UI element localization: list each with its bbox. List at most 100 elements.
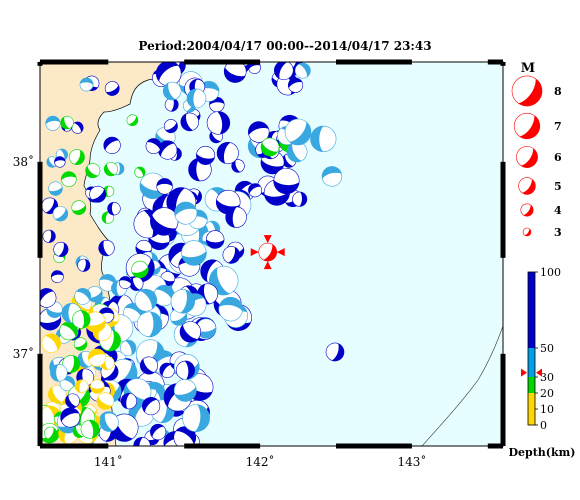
focal-mechanism[interactable] bbox=[151, 56, 186, 91]
focal-mechanism[interactable] bbox=[280, 114, 317, 151]
magnitude-legend-ball[interactable] bbox=[509, 108, 545, 144]
focal-mechanism[interactable] bbox=[206, 110, 231, 135]
focal-mechanism[interactable] bbox=[63, 391, 83, 411]
focal-mechanism[interactable] bbox=[147, 421, 169, 443]
focal-mechanism[interactable] bbox=[70, 199, 88, 217]
focal-mechanism[interactable] bbox=[80, 419, 101, 440]
focal-mechanism[interactable] bbox=[143, 136, 164, 157]
focal-mechanism[interactable] bbox=[90, 379, 105, 394]
focal-mechanism[interactable] bbox=[139, 394, 164, 419]
focal-mechanism[interactable] bbox=[45, 115, 62, 132]
focal-mechanism[interactable] bbox=[38, 330, 64, 356]
focal-mechanism[interactable] bbox=[97, 238, 117, 258]
focal-mechanism[interactable] bbox=[171, 376, 199, 404]
focal-mechanism[interactable] bbox=[50, 270, 64, 284]
focal-mechanism[interactable] bbox=[271, 58, 296, 83]
focal-mechanism[interactable] bbox=[220, 244, 242, 266]
focal-mechanism[interactable] bbox=[60, 171, 77, 188]
focal-mechanism[interactable] bbox=[205, 230, 225, 249]
focal-mechanism[interactable] bbox=[217, 295, 245, 323]
magnitude-legend-label: 8 bbox=[554, 85, 562, 98]
focal-mechanism[interactable] bbox=[102, 160, 121, 179]
focal-mechanism[interactable] bbox=[186, 88, 207, 109]
focal-mechanism[interactable] bbox=[42, 425, 59, 442]
focal-mechanism[interactable] bbox=[258, 135, 283, 160]
latitude-tick-label: 38˚ bbox=[13, 154, 34, 169]
focal-mechanism[interactable] bbox=[162, 117, 181, 136]
focal-mechanism[interactable] bbox=[72, 310, 91, 329]
focal-mechanism[interactable] bbox=[125, 112, 141, 128]
magnitude-legend-ball[interactable] bbox=[518, 201, 535, 218]
focal-mechanism[interactable] bbox=[127, 275, 145, 293]
focal-mechanism[interactable] bbox=[94, 389, 117, 412]
focal-mechanism[interactable] bbox=[50, 203, 71, 224]
focal-mechanism[interactable] bbox=[286, 76, 305, 95]
focal-mechanism[interactable] bbox=[246, 119, 272, 145]
focal-mechanism[interactable] bbox=[136, 311, 163, 337]
focal-mechanism[interactable] bbox=[42, 229, 56, 243]
focal-mechanism[interactable] bbox=[215, 140, 241, 166]
focal-mechanism[interactable] bbox=[120, 392, 138, 410]
focal-mechanism[interactable] bbox=[246, 181, 264, 199]
focal-mechanism[interactable] bbox=[137, 353, 161, 377]
focal-mechanism[interactable] bbox=[57, 405, 83, 431]
focal-mechanism[interactable] bbox=[56, 318, 81, 343]
focal-mechanism[interactable] bbox=[145, 203, 183, 241]
focal-mechanism[interactable] bbox=[52, 240, 71, 259]
focal-mechanism[interactable] bbox=[154, 137, 180, 163]
focal-mechanism[interactable] bbox=[160, 79, 183, 102]
longitude-tick-label: 141˚ bbox=[94, 454, 123, 469]
focal-mechanism[interactable] bbox=[180, 239, 208, 267]
focal-mechanism[interactable] bbox=[320, 164, 344, 188]
focal-mechanism[interactable] bbox=[76, 258, 91, 273]
focal-mechanism[interactable] bbox=[175, 360, 195, 380]
focal-mechanism[interactable] bbox=[195, 318, 217, 340]
focal-mechanism[interactable] bbox=[129, 259, 150, 280]
focal-mechanism[interactable] bbox=[221, 57, 250, 86]
focal-mechanism[interactable] bbox=[292, 60, 313, 81]
magnitude-legend-ball[interactable] bbox=[512, 142, 542, 172]
focal-mechanism[interactable] bbox=[86, 183, 109, 206]
focal-mechanism[interactable] bbox=[181, 403, 210, 432]
focal-mechanism[interactable] bbox=[310, 125, 337, 153]
focal-mechanism[interactable] bbox=[178, 110, 201, 133]
focal-mechanism[interactable] bbox=[67, 147, 87, 167]
featured-event[interactable] bbox=[250, 235, 285, 270]
focal-mechanism[interactable] bbox=[83, 161, 103, 181]
focal-mechanism[interactable] bbox=[74, 379, 89, 394]
focal-mechanism[interactable] bbox=[323, 340, 346, 363]
focal-mechanism[interactable] bbox=[157, 360, 178, 381]
focal-mechanism[interactable] bbox=[118, 275, 133, 290]
magnitude-legend-ball[interactable] bbox=[515, 174, 538, 197]
magnitude-legend-ball[interactable] bbox=[506, 70, 548, 112]
focal-mechanism[interactable] bbox=[107, 201, 121, 216]
featured-event-mechanism[interactable] bbox=[255, 240, 280, 265]
focal-mechanism[interactable] bbox=[292, 191, 308, 207]
focal-mechanism[interactable] bbox=[169, 287, 197, 315]
focal-mechanism[interactable] bbox=[54, 156, 66, 168]
focal-mechanism[interactable] bbox=[61, 354, 81, 374]
focal-mechanism[interactable] bbox=[72, 285, 94, 307]
focal-mechanism[interactable] bbox=[79, 77, 94, 92]
focal-mechanism[interactable] bbox=[131, 285, 161, 315]
focal-mechanism[interactable] bbox=[50, 364, 68, 382]
focal-mechanism[interactable] bbox=[59, 114, 76, 131]
focal-mechanism[interactable] bbox=[273, 167, 301, 195]
focal-mechanism[interactable] bbox=[69, 120, 85, 136]
focal-mechanism[interactable] bbox=[47, 180, 64, 197]
focal-mechanism[interactable] bbox=[156, 178, 173, 195]
longitude-tick-label: 143˚ bbox=[397, 454, 426, 469]
focal-mechanism[interactable] bbox=[103, 79, 122, 98]
focal-mechanism[interactable] bbox=[225, 206, 248, 229]
focal-mechanism[interactable] bbox=[100, 134, 123, 157]
focal-mechanism[interactable] bbox=[133, 165, 148, 180]
focal-mechanism[interactable] bbox=[195, 145, 217, 167]
focal-mechanism[interactable] bbox=[86, 347, 108, 369]
focal-mechanism[interactable] bbox=[97, 410, 122, 435]
focal-mechanism[interactable] bbox=[101, 211, 115, 225]
focal-mechanism[interactable] bbox=[72, 335, 89, 352]
focal-mechanism[interactable] bbox=[283, 138, 310, 165]
focal-mechanism[interactable] bbox=[176, 317, 205, 346]
magnitude-legend-ball[interactable] bbox=[521, 226, 532, 237]
focal-mechanism[interactable] bbox=[172, 199, 200, 227]
